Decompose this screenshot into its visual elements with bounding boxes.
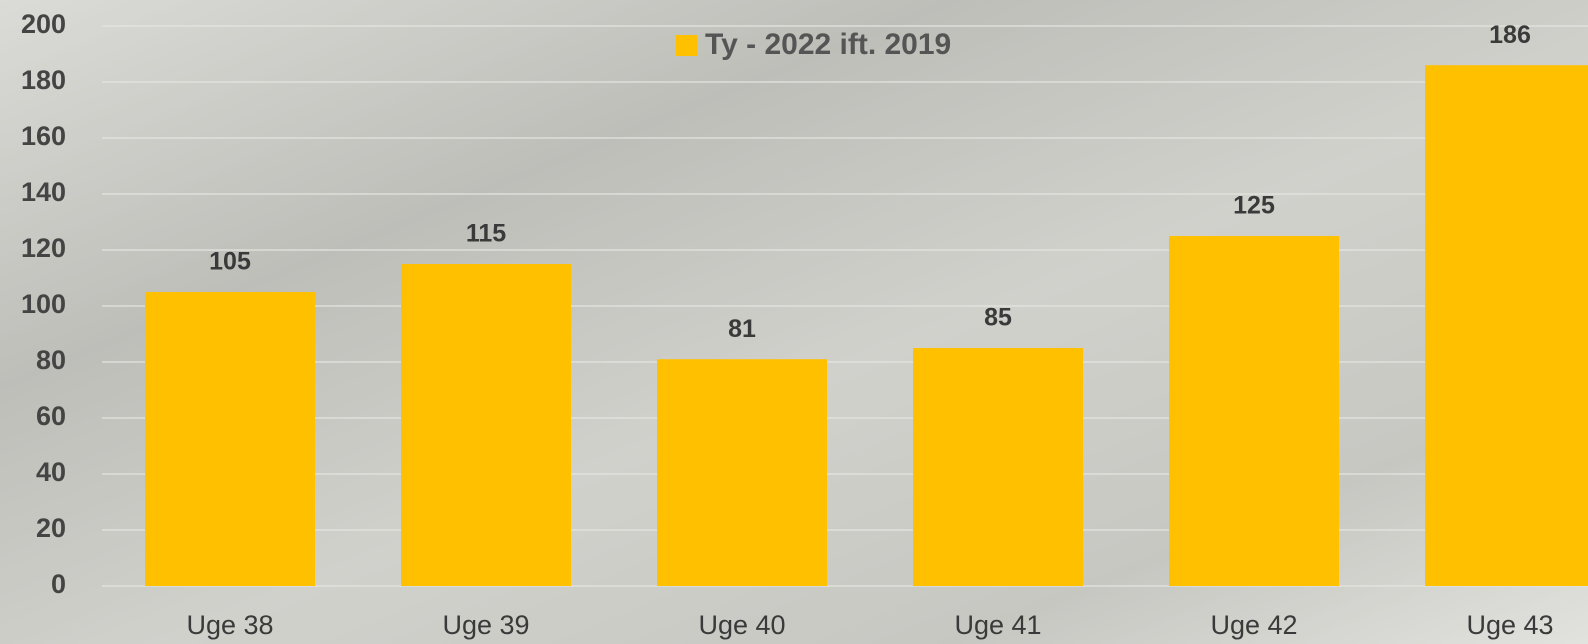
x-tick-label: Uge 38 [186,610,273,640]
y-tick-label: 160 [21,121,66,151]
y-tick-label: 0 [51,569,66,599]
bar [1425,65,1588,586]
y-tick-label: 100 [21,289,66,319]
x-tick-label: Uge 41 [954,610,1041,640]
bar [913,348,1083,586]
value-label: 105 [209,248,251,276]
value-label: 81 [728,315,756,343]
y-tick-label: 20 [36,513,66,543]
y-tick-label: 140 [21,177,66,207]
legend-label: Ty - 2022 ift. 2019 [705,28,951,61]
value-label: 125 [1233,192,1275,220]
x-tick-label: Uge 40 [698,610,785,640]
value-label: 186 [1489,21,1531,49]
value-label: 85 [984,304,1012,332]
y-tick-label: 200 [21,9,66,39]
x-tick-label: Uge 42 [1210,610,1297,640]
value-label: 115 [466,220,506,248]
y-tick-label: 80 [36,345,66,375]
bar [145,292,315,586]
chart: 0 20 40 60 80 100 120 140 160 180 200 Uge 38 Uge 39 U… [0,0,1588,644]
legend-swatch [676,35,697,56]
x-tick-label: Uge 43 [1466,610,1553,640]
bar [1169,236,1339,586]
bar [401,264,571,586]
bar [657,359,827,586]
y-tick-label: 40 [36,457,66,487]
y-tick-label: 180 [21,65,66,95]
y-tick-label: 120 [21,233,66,263]
x-tick-label: Uge 39 [442,610,529,640]
y-tick-label: 60 [36,401,66,431]
